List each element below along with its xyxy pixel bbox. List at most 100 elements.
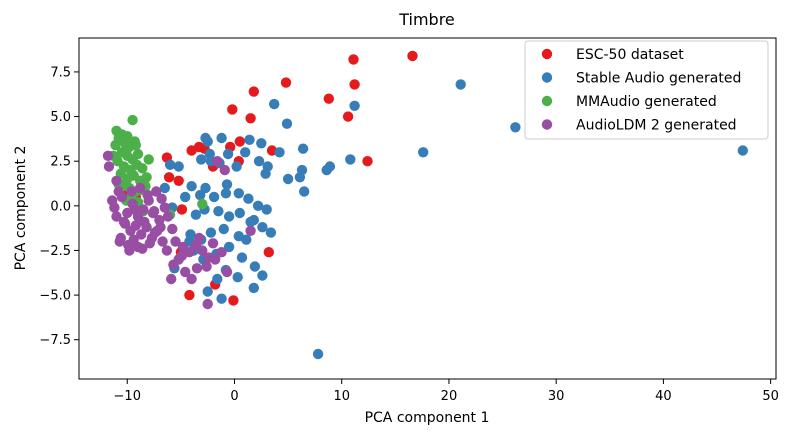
data-point [122,131,133,142]
data-point [510,122,521,133]
data-point [261,204,272,215]
x-tick-label: 0 [230,389,238,404]
data-point [281,118,293,129]
x-axis-ticks: −10 0 10 20 30 40 50 [114,379,779,404]
y-tick-label: −7.5 [39,333,71,348]
data-point [129,136,140,147]
data-point [274,147,285,158]
data-point [299,186,310,197]
data-point [345,154,356,165]
data-point [197,198,208,210]
data-point [216,293,227,304]
data-point [249,261,261,272]
data-point [248,86,259,97]
data-point [129,204,140,215]
data-point [191,263,203,274]
series-1 [159,79,748,360]
data-point [157,236,168,247]
data-point [163,172,175,183]
x-tick-label: 40 [655,389,672,404]
data-point [142,189,153,201]
data-point [180,266,191,278]
data-point [168,259,179,270]
data-point [216,132,227,144]
series-0 [123,50,418,306]
data-point [349,100,360,112]
data-point [164,159,176,170]
data-point [156,193,167,204]
data-point [263,247,274,258]
data-point [297,143,309,154]
data-point [186,273,197,285]
data-point [147,207,159,219]
x-axis-label: PCA component 1 [365,410,490,426]
data-point [130,220,141,231]
data-point [134,182,146,194]
data-point [221,266,233,278]
data-point [234,207,245,219]
x-tick-label: −10 [114,389,141,404]
data-point [193,141,205,153]
data-point [257,222,268,233]
data-point [231,161,242,172]
data-point [162,211,174,222]
data-point [248,282,259,294]
y-tick-label: 7.5 [50,65,71,80]
data-point [312,348,324,360]
data-point [126,186,137,197]
data-point [236,252,248,263]
y-tick-label: −5.0 [39,289,71,304]
data-point [342,111,354,122]
data-point [269,98,280,110]
legend-box [524,40,769,140]
legend: ESC-50 dataset Stable Audio generated MMAu… [524,40,769,140]
data-point [202,286,213,297]
data-point [173,175,184,186]
plot-frame [78,37,777,380]
data-point [221,179,233,190]
data-point [294,172,306,183]
data-point [216,247,227,258]
data-point [107,195,118,206]
y-axis-label: PCA component 2 [13,146,29,271]
data-point [201,261,212,272]
data-point [151,186,162,197]
data-point [348,54,359,65]
data-point [200,132,211,144]
data-point [233,188,244,199]
data-point [176,204,188,215]
data-point [110,139,121,151]
data-point [323,93,334,104]
data-point [256,138,267,149]
data-point [144,238,155,249]
data-point [265,227,277,238]
data-point [219,164,230,176]
data-point [159,202,170,213]
data-point [218,223,229,235]
data-point [282,173,294,185]
legend-label: AudioLDM 2 generated [576,118,737,134]
data-point [252,200,264,211]
data-point [114,236,125,247]
data-point [141,172,152,183]
data-point [220,188,232,199]
data-point [196,154,207,165]
data-point [244,134,255,145]
x-tick-label: 30 [548,389,565,404]
series-2 [108,114,208,220]
data-point [455,79,466,90]
data-point [161,245,173,256]
data-point [202,298,213,310]
data-point [180,191,191,203]
x-tick-label: 20 [441,389,458,404]
data-point [737,145,748,156]
data-point [103,161,115,172]
data-point [248,214,259,226]
y-tick-label: 5.0 [50,110,71,125]
data-point [418,147,429,158]
y-tick-label: −2.5 [39,244,71,259]
legend-label: ESC-50 dataset [576,47,684,63]
data-point [245,225,256,236]
data-point [227,104,238,115]
data-point [207,238,219,249]
